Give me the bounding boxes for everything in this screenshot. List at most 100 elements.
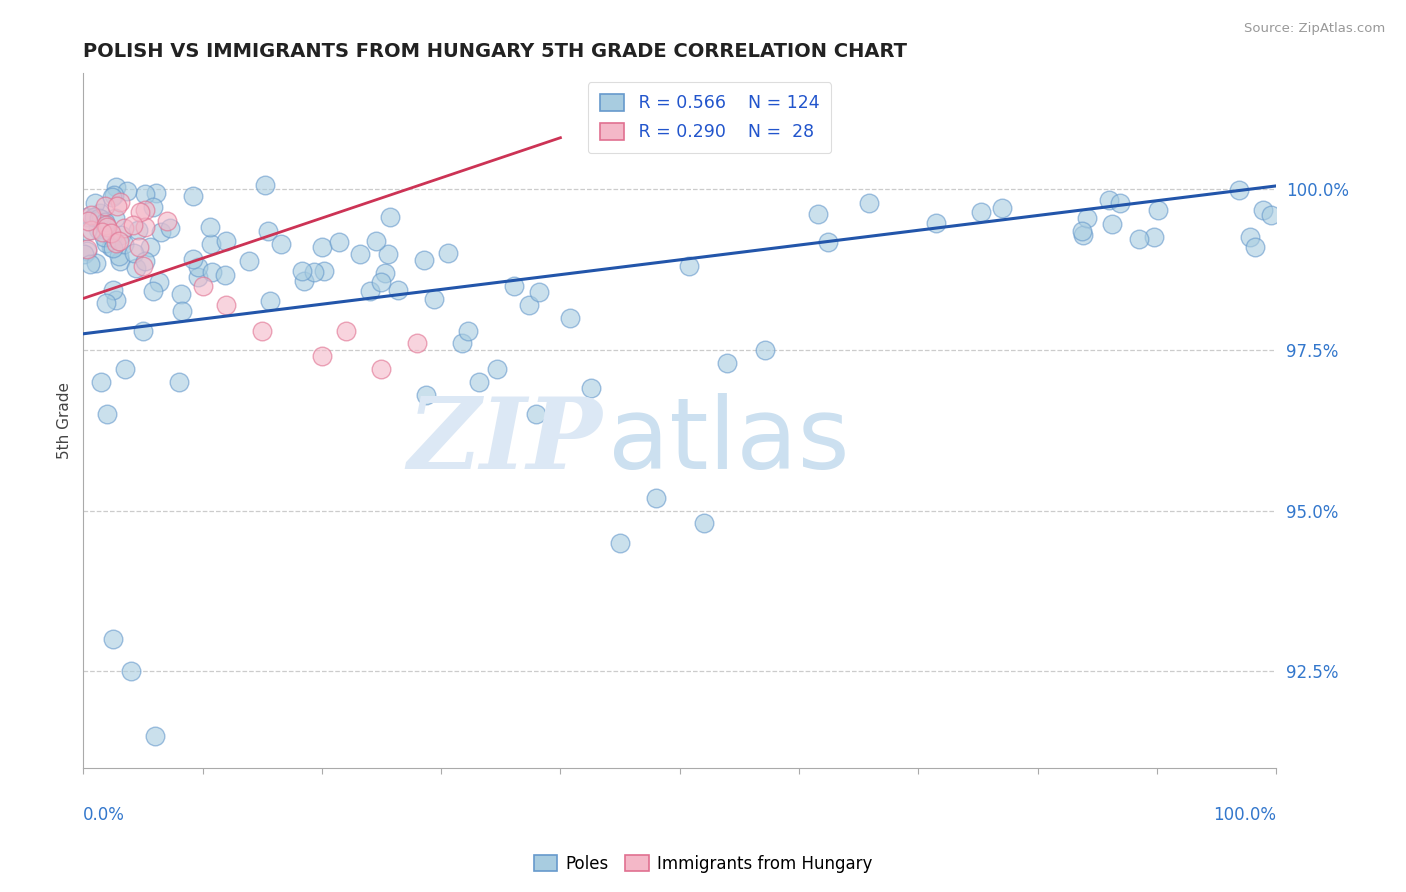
Point — [94, 218, 117, 232]
Point — [132, 260, 155, 274]
Point — [250, 324, 273, 338]
Point — [104, 236, 127, 251]
Point — [112, 236, 135, 251]
Point — [807, 207, 830, 221]
Point — [142, 284, 165, 298]
Point — [96, 235, 118, 250]
Point — [143, 729, 166, 743]
Point — [134, 186, 156, 201]
Point — [125, 261, 148, 276]
Point — [1101, 217, 1123, 231]
Point — [105, 199, 128, 213]
Point — [349, 247, 371, 261]
Point — [359, 285, 381, 299]
Point — [377, 246, 399, 260]
Text: 0.0%: 0.0% — [83, 805, 125, 824]
Point — [142, 200, 165, 214]
Point — [134, 220, 156, 235]
Point — [105, 179, 128, 194]
Point — [83, 210, 105, 224]
Point — [108, 194, 131, 209]
Point — [387, 284, 409, 298]
Point — [149, 225, 172, 239]
Point — [96, 407, 118, 421]
Point — [370, 362, 392, 376]
Point — [104, 211, 127, 225]
Point — [644, 491, 666, 505]
Point — [110, 228, 132, 243]
Point — [214, 268, 236, 282]
Point — [328, 235, 350, 250]
Point — [89, 206, 111, 220]
Point — [467, 375, 489, 389]
Point — [415, 388, 437, 402]
Point — [101, 190, 124, 204]
Point — [103, 283, 125, 297]
Point — [122, 218, 145, 232]
Point — [259, 294, 281, 309]
Point — [129, 205, 152, 219]
Text: POLISH VS IMMIGRANTS FROM HUNGARY 5TH GRADE CORRELATION CHART: POLISH VS IMMIGRANTS FROM HUNGARY 5TH GR… — [83, 42, 907, 61]
Point — [90, 211, 112, 226]
Point — [215, 298, 238, 312]
Point — [187, 269, 209, 284]
Text: Source: ZipAtlas.com: Source: ZipAtlas.com — [1244, 22, 1385, 36]
Text: atlas: atlas — [609, 392, 849, 490]
Point — [754, 343, 776, 357]
Point — [94, 215, 117, 229]
Point — [100, 240, 122, 254]
Point — [201, 265, 224, 279]
Point — [80, 223, 103, 237]
Point — [970, 205, 993, 219]
Point — [1260, 209, 1282, 223]
Point — [378, 211, 401, 225]
Point — [94, 296, 117, 310]
Point — [170, 286, 193, 301]
Point — [76, 213, 98, 227]
Point — [124, 246, 146, 260]
Point — [579, 381, 602, 395]
Point — [87, 221, 110, 235]
Point — [412, 253, 434, 268]
Point — [132, 324, 155, 338]
Point — [485, 362, 508, 376]
Point — [1071, 227, 1094, 242]
Point — [120, 665, 142, 679]
Point — [84, 256, 107, 270]
Legend:  R = 0.566    N = 124,  R = 0.290    N =  28: R = 0.566 N = 124, R = 0.290 N = 28 — [588, 82, 831, 153]
Point — [134, 253, 156, 268]
Point — [678, 260, 700, 274]
Point — [422, 292, 444, 306]
Point — [1076, 211, 1098, 225]
Point — [191, 278, 214, 293]
Point — [1239, 230, 1261, 244]
Point — [311, 240, 333, 254]
Point — [437, 246, 460, 260]
Point — [96, 220, 118, 235]
Point — [105, 293, 128, 307]
Y-axis label: 5th Grade: 5th Grade — [58, 382, 72, 459]
Point — [145, 186, 167, 200]
Point — [1243, 240, 1265, 254]
Point — [1108, 195, 1130, 210]
Point — [80, 209, 103, 223]
Point — [76, 223, 98, 237]
Point — [1253, 203, 1275, 218]
Point — [148, 275, 170, 289]
Point — [238, 254, 260, 268]
Point — [335, 324, 357, 338]
Point — [156, 214, 179, 228]
Point — [374, 266, 396, 280]
Point — [529, 285, 551, 299]
Point — [115, 184, 138, 198]
Point — [925, 216, 948, 230]
Point — [1143, 230, 1166, 244]
Point — [90, 375, 112, 389]
Point — [91, 225, 114, 239]
Point — [167, 375, 190, 389]
Point — [270, 237, 292, 252]
Point — [183, 252, 205, 266]
Point — [406, 336, 429, 351]
Point — [76, 210, 98, 224]
Point — [291, 264, 314, 278]
